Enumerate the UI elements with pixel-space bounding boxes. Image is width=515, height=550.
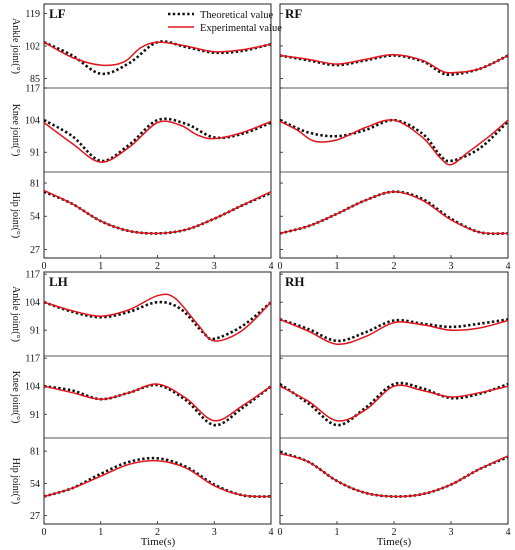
panel-lh-knee (43, 383, 272, 427)
experimental-series-line (279, 119, 509, 166)
x-tick-label: 3 (212, 261, 217, 272)
x-tick-label: 4 (269, 527, 274, 538)
theoretical-legend-label: Theoretical value (200, 10, 274, 21)
y-tick-label: 91 (30, 148, 40, 159)
panel-lf-knee (43, 117, 272, 163)
panel-lh-ankle: LH (43, 274, 272, 342)
legend: Theoretical value Experimental value (168, 10, 282, 34)
x-axis-label-left: Time(s) (141, 536, 176, 548)
x-tick-label: 0 (42, 261, 47, 272)
y-axis-label: Ankle joint(°) (10, 18, 21, 74)
x-tick-label: 3 (449, 261, 454, 272)
theoretical-series-line (43, 383, 272, 427)
x-tick-label: 2 (392, 261, 397, 272)
panel-lf-ankle: LF (43, 6, 272, 76)
y-tick-label: 104 (25, 116, 40, 127)
y-tick-label: 119 (25, 9, 40, 20)
experimental-series-line (279, 190, 509, 235)
panel-rf-ankle: RF (279, 6, 509, 77)
experimental-series-line (43, 383, 272, 422)
y-tick-label: 27 (30, 511, 40, 522)
experimental-legend-label: Experimental value (200, 23, 282, 34)
theoretical-series-line (43, 40, 272, 76)
experimental-series-line (279, 53, 509, 74)
panel-rh-knee (279, 381, 509, 427)
x-tick-label: 1 (98, 261, 103, 272)
leg-label: RH (285, 274, 305, 289)
y-tick-label: 104 (25, 382, 40, 393)
theoretical-series-line (43, 190, 272, 235)
theoretical-series-line (43, 117, 272, 163)
y-tick-label: 117 (25, 84, 40, 95)
leg-label: RF (285, 6, 302, 21)
y-tick-label: 85 (30, 74, 40, 85)
x-tick-label: 0 (42, 527, 47, 538)
y-axis-label: Knee joint(°) (10, 371, 21, 424)
theoretical-series-line (43, 300, 272, 341)
theoretical-series-line (279, 54, 509, 77)
panel-rf-hip (279, 190, 509, 235)
x-tick-label: 2 (155, 527, 160, 538)
x-tick-label: 0 (278, 261, 283, 272)
leg-label: LH (49, 274, 68, 289)
y-axis-label: Ankle joint(°) (10, 286, 21, 342)
experimental-series-line (43, 293, 272, 342)
y-tick-label: 54 (30, 479, 40, 490)
experimental-series-line (43, 459, 272, 498)
theoretical-series-line (279, 318, 509, 343)
experimental-series-line (279, 452, 509, 498)
x-tick-label: 3 (449, 527, 454, 538)
panel-rf-knee (279, 118, 509, 166)
x-tick-label: 4 (506, 261, 511, 272)
x-tick-label: 4 (506, 527, 511, 538)
y-tick-label: 91 (30, 410, 40, 421)
x-tick-label: 0 (278, 527, 283, 538)
x-tick-label: 3 (212, 527, 217, 538)
y-tick-label: 81 (30, 179, 40, 190)
y-axis-label: Knee joint(°) (10, 104, 21, 157)
y-tick-label: 104 (25, 298, 40, 309)
experimental-series-line (279, 318, 509, 346)
panel-lf-hip (43, 189, 272, 235)
block-frame (279, 271, 509, 525)
theoretical-series-line (279, 118, 509, 163)
theoretical-series-line (279, 381, 509, 427)
leg-label: LF (49, 6, 66, 21)
y-tick-label: 81 (30, 447, 40, 458)
theoretical-series-line (43, 456, 272, 498)
x-tick-label: 2 (155, 261, 160, 272)
y-tick-label: 102 (25, 42, 40, 53)
experimental-series-line (43, 189, 272, 235)
experimental-series-line (43, 41, 272, 67)
x-tick-label: 1 (98, 527, 103, 538)
x-tick-label: 2 (392, 527, 397, 538)
x-axis-label-right: Time(s) (377, 536, 412, 548)
y-tick-label: 117 (25, 354, 40, 365)
panel-lh-hip (43, 456, 272, 498)
block-frame (279, 3, 509, 259)
y-tick-label: 117 (25, 270, 40, 281)
experimental-series-line (43, 120, 272, 163)
y-axis-label: Hip joint(°) (10, 458, 21, 505)
theoretical-series-line (279, 190, 509, 235)
theoretical-series-line (279, 451, 509, 498)
panel-rh-ankle: RH (279, 274, 509, 346)
x-tick-label: 1 (335, 261, 340, 272)
y-tick-label: 54 (30, 212, 40, 223)
y-axis-label: Hip joint(°) (10, 192, 21, 239)
y-tick-label: 27 (30, 245, 40, 256)
panel-rh-hip (279, 451, 509, 498)
x-tick-label: 1 (335, 527, 340, 538)
x-tick-label: 4 (269, 261, 274, 272)
y-tick-label: 91 (30, 326, 40, 337)
experimental-series-line (279, 384, 509, 422)
